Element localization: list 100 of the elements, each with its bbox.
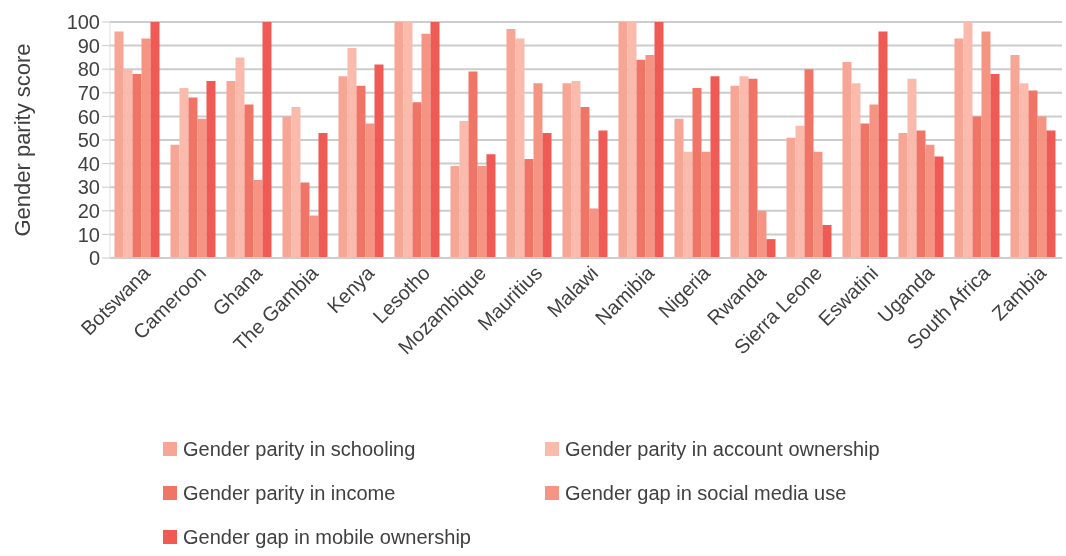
y-tick-label: 0 <box>88 247 100 270</box>
bar <box>990 73 1000 258</box>
bar <box>730 85 740 258</box>
bar <box>786 137 796 258</box>
bar <box>963 22 973 258</box>
bar <box>739 76 749 258</box>
bar <box>291 106 301 258</box>
bar <box>907 78 917 258</box>
bar <box>365 123 375 258</box>
bar <box>123 69 133 258</box>
bar <box>860 123 870 258</box>
bar <box>766 239 776 258</box>
bar <box>486 154 496 258</box>
bar <box>374 64 384 258</box>
bar <box>188 97 198 258</box>
bar <box>878 31 888 258</box>
bar <box>421 33 431 258</box>
bar <box>338 76 348 258</box>
bar <box>412 102 422 258</box>
bar <box>356 85 366 258</box>
bar <box>450 165 460 258</box>
bar <box>562 83 572 258</box>
bar <box>206 81 216 258</box>
bar <box>533 83 543 258</box>
bar <box>468 71 478 258</box>
bar <box>226 81 236 258</box>
bar <box>757 210 767 258</box>
bar <box>235 57 245 258</box>
bar <box>701 151 711 258</box>
y-tick-label: 60 <box>77 105 100 128</box>
bar <box>916 130 926 258</box>
bar <box>253 180 263 258</box>
bar <box>627 22 637 258</box>
bar <box>1037 116 1047 258</box>
bar <box>934 156 944 258</box>
bar <box>636 59 646 258</box>
y-tick-label: 10 <box>77 223 100 246</box>
bar <box>542 132 552 258</box>
legend-label: Gender gap in social media use <box>565 481 847 506</box>
bar <box>618 22 628 258</box>
y-tick-label: 30 <box>77 176 100 199</box>
bar <box>589 208 599 258</box>
legend-label: Gender parity in schooling <box>183 437 416 462</box>
bar <box>459 121 469 258</box>
bar <box>898 132 908 258</box>
bar <box>403 22 413 258</box>
y-tick-label: 40 <box>77 152 100 175</box>
y-tick-label: 70 <box>77 81 100 104</box>
bar <box>654 22 664 258</box>
bar <box>683 151 693 258</box>
bar <box>822 224 832 258</box>
bar <box>150 22 160 258</box>
bar <box>748 78 758 258</box>
bar <box>813 151 823 258</box>
y-axis-title: Gender parity score <box>9 43 35 237</box>
y-tick-label: 50 <box>77 129 100 152</box>
bar <box>141 38 151 258</box>
bar <box>645 55 655 258</box>
bar <box>300 182 310 258</box>
bar <box>394 22 404 258</box>
legend-label: Gender parity in income <box>183 481 396 506</box>
bar <box>1019 83 1029 258</box>
bar <box>795 125 805 258</box>
bar <box>972 116 982 258</box>
legend-label: Gender gap in mobile ownership <box>183 525 471 550</box>
legend-label: Gender parity in account ownership <box>565 437 880 462</box>
bar <box>244 104 254 258</box>
bar <box>114 31 124 258</box>
bar <box>851 83 861 258</box>
bar <box>571 81 581 258</box>
bar <box>282 116 292 258</box>
bar <box>1028 90 1038 258</box>
bar <box>674 118 684 258</box>
y-tick-label: 100 <box>66 11 100 34</box>
y-tick-label: 90 <box>77 34 100 57</box>
bar <box>710 76 720 258</box>
bar <box>318 132 328 258</box>
y-tick-label: 20 <box>77 199 100 222</box>
bar <box>262 22 272 258</box>
bar <box>1010 55 1020 258</box>
bar <box>869 104 879 258</box>
bar <box>692 88 702 258</box>
bar <box>309 215 319 258</box>
bar <box>925 144 935 258</box>
bar <box>515 38 525 258</box>
bar <box>804 69 814 258</box>
bar <box>179 88 189 258</box>
bar <box>842 62 852 258</box>
bar <box>132 73 142 258</box>
bar <box>430 22 440 258</box>
bar <box>524 158 534 258</box>
bar <box>954 38 964 258</box>
bar <box>170 144 180 258</box>
y-tick-label: 80 <box>77 58 100 81</box>
bar <box>506 29 516 258</box>
bar <box>981 31 991 258</box>
bar <box>1046 130 1056 258</box>
bar <box>598 130 608 258</box>
bar <box>477 165 487 258</box>
bar <box>347 47 357 258</box>
